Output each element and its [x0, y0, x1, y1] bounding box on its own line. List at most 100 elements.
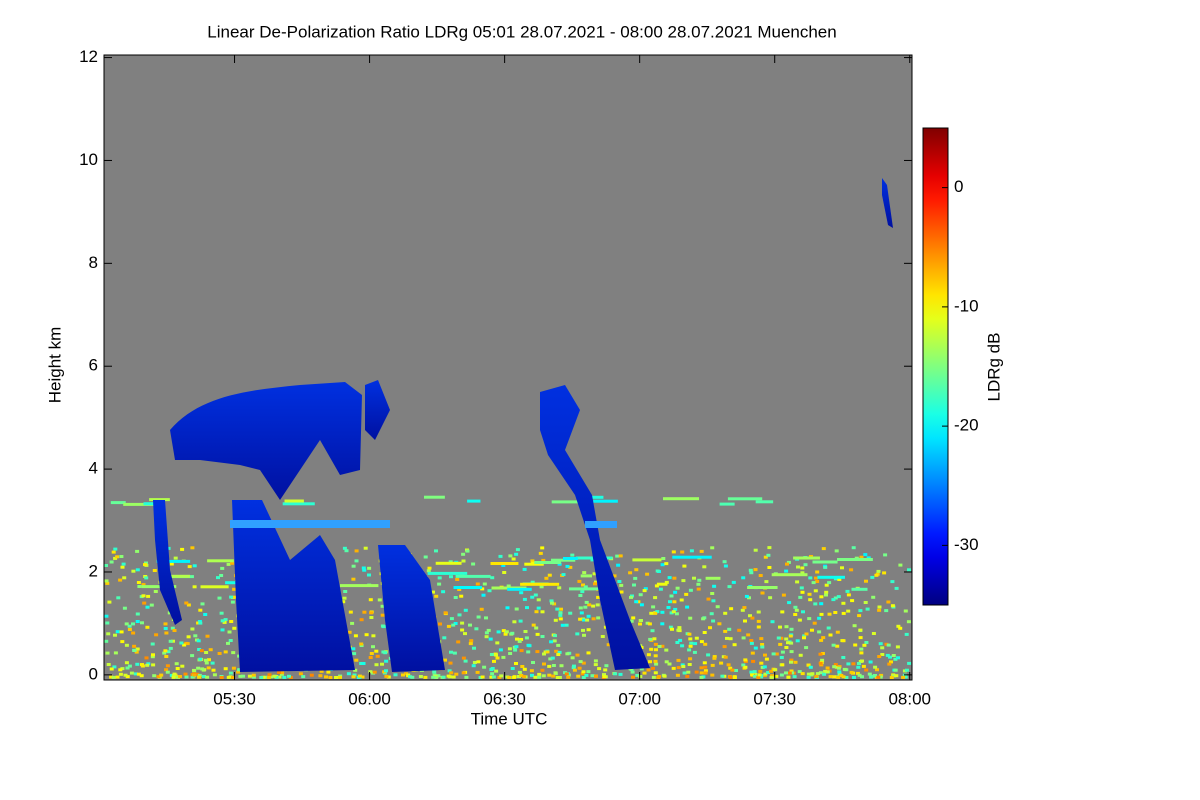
noise-pixel	[742, 606, 747, 610]
plot-area	[103, 54, 913, 681]
noise-pixel	[681, 665, 686, 668]
noise-pixel	[196, 666, 201, 670]
noise-pixel	[814, 674, 819, 678]
noise-pixel	[460, 621, 465, 625]
noise-pixel	[580, 590, 585, 594]
noise-pixel	[878, 675, 883, 679]
noise-pixel	[680, 550, 685, 554]
noise-pixel	[533, 675, 538, 679]
noise-pixel	[617, 580, 622, 583]
noise-pixel	[748, 568, 753, 572]
noise-pixel	[857, 673, 862, 677]
noise-pixel	[352, 652, 357, 656]
noise-pixel	[226, 641, 230, 645]
noise-pixel	[251, 673, 256, 677]
noise-pixel	[501, 629, 506, 633]
noise-pixel	[789, 660, 793, 664]
noise-streak	[569, 587, 604, 591]
noise-pixel	[471, 562, 476, 566]
noise-pixel	[703, 671, 708, 675]
noise-pixel	[750, 616, 755, 620]
noise-pixel	[143, 563, 147, 567]
noise-pixel	[731, 580, 736, 584]
noise-pixel	[864, 668, 869, 672]
noise-pixel	[145, 605, 150, 609]
noise-pixel	[841, 656, 846, 659]
noise-pixel	[682, 671, 687, 675]
noise-pixel	[878, 642, 883, 646]
noise-pixel	[743, 665, 748, 669]
noise-pixel	[441, 675, 446, 679]
noise-pixel	[174, 662, 179, 666]
noise-pixel	[168, 646, 173, 650]
noise-pixel	[372, 670, 377, 674]
noise-pixel	[789, 641, 794, 645]
noise-pixel	[638, 622, 642, 626]
noise-pixel	[135, 647, 140, 651]
noise-pixel	[498, 554, 503, 558]
noise-pixel	[172, 629, 177, 632]
noise-pixel	[119, 555, 124, 558]
noise-pixel	[674, 612, 679, 616]
noise-pixel	[164, 655, 169, 658]
noise-pixel	[699, 640, 704, 644]
noise-pixel	[703, 642, 708, 646]
colorbar-tick-label: 0	[954, 177, 963, 196]
noise-pixel	[557, 562, 562, 566]
noise-pixel	[453, 596, 458, 599]
noise-pixel	[408, 675, 413, 679]
noise-pixel	[833, 596, 838, 600]
noise-pixel	[762, 665, 767, 669]
noise-pixel	[448, 661, 453, 665]
noise-pixel	[671, 610, 676, 614]
noise-pixel	[549, 599, 554, 603]
noise-pixel	[712, 656, 717, 660]
noise-pixel	[348, 610, 353, 614]
noise-pixel	[125, 675, 130, 679]
noise-pixel	[226, 562, 231, 566]
noise-pixel	[802, 634, 807, 638]
noise-pixel	[616, 563, 621, 567]
noise-pixel	[418, 675, 423, 678]
noise-pixel	[779, 636, 784, 640]
noise-pixel	[185, 642, 190, 646]
noise-pixel	[512, 675, 517, 679]
noise-pixel	[503, 632, 508, 636]
noise-pixel	[681, 579, 686, 583]
noise-pixel	[578, 606, 583, 610]
noise-pixel	[875, 668, 879, 672]
cloud-features	[153, 178, 893, 672]
noise-pixel	[673, 607, 678, 611]
noise-pixel	[534, 626, 539, 630]
noise-pixel	[443, 658, 447, 662]
noise-pixel	[454, 672, 459, 676]
noise-pixel	[507, 647, 512, 651]
noise-pixel	[186, 603, 191, 607]
noise-pixel	[711, 599, 716, 603]
noise-pixel	[165, 670, 170, 674]
noise-streak	[110, 501, 126, 505]
noise-pixel	[768, 596, 773, 600]
noise-pixel	[540, 635, 545, 638]
noise-pixel	[879, 673, 884, 677]
noise-pixel	[639, 646, 644, 649]
noise-pixel	[380, 662, 384, 666]
noise-pixel	[468, 642, 473, 646]
noise-pixel	[489, 653, 494, 656]
noise-pixel	[570, 553, 575, 557]
noise-pixel	[653, 654, 658, 658]
noise-pixel	[699, 675, 704, 679]
noise-pixel	[793, 613, 798, 616]
noise-pixel	[371, 645, 375, 649]
noise-pixel	[596, 595, 601, 599]
noise-pixel	[511, 557, 516, 561]
noise-pixel	[523, 630, 528, 633]
noise-pixel	[124, 643, 129, 647]
noise-pixel	[660, 563, 665, 567]
noise-pixel	[711, 619, 716, 623]
noise-pixel	[657, 675, 662, 678]
noise-pixel	[749, 571, 754, 575]
noise-pixel	[888, 655, 892, 659]
noise-pixel	[520, 665, 525, 668]
noise-pixel	[712, 584, 717, 588]
